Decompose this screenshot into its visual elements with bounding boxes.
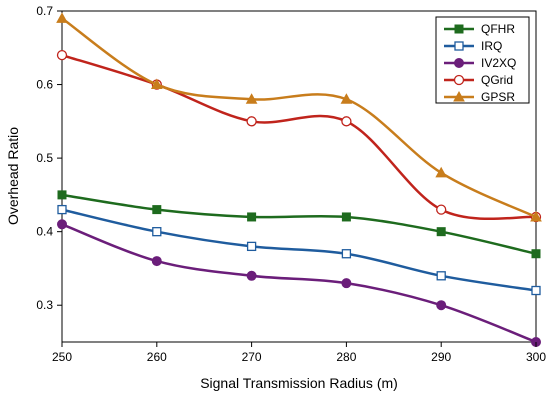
legend-box — [435, 16, 530, 104]
data-point — [151, 256, 162, 267]
data-point — [341, 278, 352, 289]
legend-swatch-marker — [453, 90, 465, 102]
x-tick-label: 250 — [52, 350, 72, 364]
data-point — [246, 241, 257, 252]
series-line — [61, 193, 537, 255]
y-tick-label: 0.4 — [36, 225, 53, 239]
series-irq — [57, 204, 541, 296]
y-tick-label: 0.5 — [36, 151, 53, 165]
legend-label: QFHR — [481, 22, 515, 36]
data-point — [245, 93, 258, 104]
legend-label: QGrid — [481, 73, 513, 87]
y-tick-label: 0.7 — [36, 4, 53, 18]
legend-swatch-marker — [454, 41, 464, 51]
data-point — [436, 204, 447, 215]
y-tick-label: 0.3 — [36, 298, 53, 312]
data-point — [152, 205, 162, 215]
series-line — [61, 17, 537, 219]
y-axis-ticks: 0.3 0.4 0.5 0.6 0.7 — [36, 4, 62, 312]
x-tick-label: 270 — [242, 350, 262, 364]
x-tick-label: 290 — [431, 350, 451, 364]
series-line — [61, 223, 537, 344]
legend: QFHR IRQ IV2XQ QGrid GPSR — [435, 16, 530, 104]
y-axis-label: Overhead Ratio — [5, 127, 21, 225]
data-point — [56, 49, 68, 61]
data-point — [340, 93, 353, 104]
series-line — [61, 208, 537, 292]
data-point — [531, 249, 541, 259]
data-point — [152, 227, 162, 237]
data-point — [531, 285, 541, 296]
data-point — [435, 166, 448, 178]
data-point — [246, 270, 257, 281]
legend-label: IV2XQ — [481, 56, 516, 70]
series-iv2xq — [57, 219, 541, 347]
data-point — [57, 219, 67, 230]
data-point — [246, 116, 257, 127]
series-layer — [56, 12, 542, 347]
data-point — [56, 12, 68, 23]
x-axis-label: Signal Transmission Radius (m) — [200, 375, 398, 391]
data-point — [57, 190, 67, 200]
data-point — [436, 271, 446, 281]
data-point — [436, 227, 446, 237]
x-tick-label: 260 — [147, 350, 167, 364]
data-point — [150, 78, 163, 90]
data-point — [57, 204, 67, 215]
x-axis-ticks: 250 260 270 280 290 300 — [52, 342, 546, 364]
y-tick-label: 0.6 — [36, 78, 53, 92]
data-point — [530, 210, 542, 222]
legend-label: GPSR — [481, 90, 515, 104]
data-point — [247, 212, 257, 222]
data-point — [341, 249, 352, 259]
x-tick-label: 280 — [336, 350, 356, 364]
legend-label: IRQ — [481, 39, 502, 53]
series-gpsr — [56, 12, 542, 222]
legend-swatch-marker — [454, 24, 464, 34]
data-point — [341, 116, 352, 127]
x-tick-label: 300 — [526, 350, 546, 364]
legend-swatch-marker — [453, 74, 465, 86]
data-point — [341, 212, 351, 222]
series-qfhr — [57, 190, 541, 259]
data-point — [436, 300, 447, 311]
legend-swatch-marker — [454, 58, 464, 68]
